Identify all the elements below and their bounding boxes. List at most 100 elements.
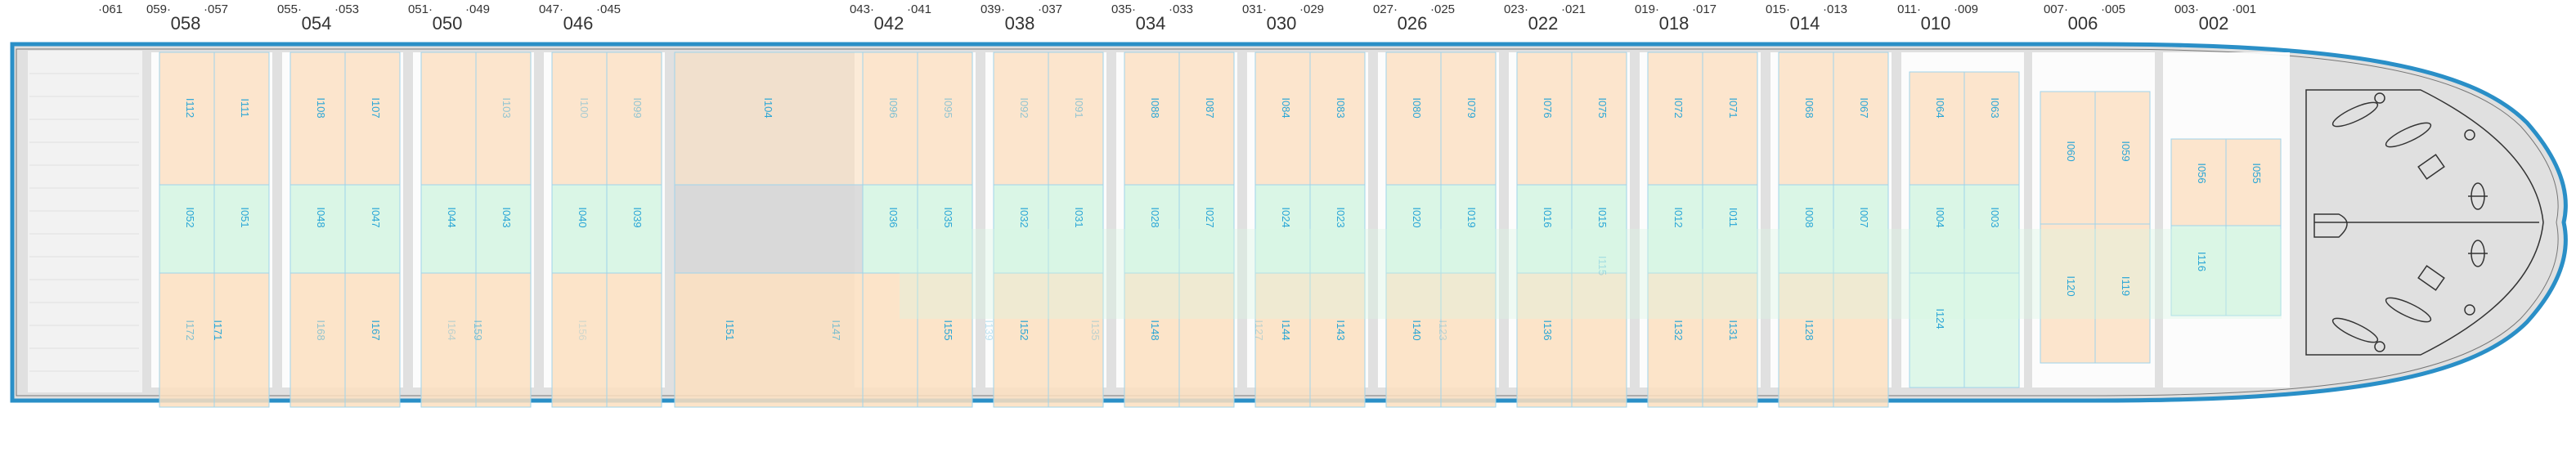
container-slot[interactable]: [1963, 272, 2020, 388]
container-slot[interactable]: [1571, 272, 1627, 408]
container-slot[interactable]: [1571, 52, 1627, 186]
container-slot[interactable]: [1778, 52, 1834, 186]
container-slot[interactable]: [1254, 184, 1311, 274]
slot-label: I028: [1149, 207, 1161, 227]
container-slot[interactable]: [213, 52, 270, 186]
bay-number-even: 022: [1528, 13, 1559, 34]
bay-number-odd: 027·: [1373, 2, 1398, 16]
container-slot[interactable]: [1385, 52, 1442, 186]
container-slot[interactable]: [993, 272, 1049, 408]
container-slot[interactable]: [159, 184, 215, 274]
slot-label: I124: [1934, 308, 1946, 329]
container-slot[interactable]: [862, 272, 918, 408]
container-slot[interactable]: [674, 52, 864, 186]
container-slot[interactable]: [420, 184, 477, 274]
container-slot[interactable]: [289, 184, 346, 274]
container-slot[interactable]: [606, 52, 662, 186]
container-slot[interactable]: [344, 272, 401, 408]
container-slot[interactable]: [1124, 52, 1180, 186]
container-slot[interactable]: [213, 272, 270, 408]
slot-label: I159: [472, 320, 484, 340]
container-slot[interactable]: [1385, 184, 1442, 274]
container-slot[interactable]: [159, 272, 215, 408]
container-slot[interactable]: [1516, 52, 1573, 186]
container-slot[interactable]: [2094, 223, 2151, 364]
container-slot[interactable]: [1254, 272, 1311, 408]
container-slot[interactable]: [674, 184, 864, 274]
container-slot[interactable]: [1833, 52, 1889, 186]
slot-label: I055: [2251, 163, 2263, 183]
container-slot[interactable]: [993, 184, 1049, 274]
container-slot[interactable]: [475, 272, 532, 408]
container-slot[interactable]: [1048, 272, 1104, 408]
container-slot[interactable]: [1833, 184, 1889, 274]
container-slot[interactable]: [344, 184, 401, 274]
container-slot[interactable]: [1702, 52, 1758, 186]
container-slot[interactable]: [2170, 138, 2227, 226]
container-slot[interactable]: [1571, 184, 1627, 274]
container-slot[interactable]: [917, 52, 973, 186]
slot-label: I112: [184, 98, 196, 118]
container-slot[interactable]: [344, 52, 401, 186]
container-slot[interactable]: [917, 184, 973, 274]
container-slot[interactable]: [1702, 272, 1758, 408]
container-slot[interactable]: [1963, 184, 2020, 274]
container-slot[interactable]: [2225, 225, 2282, 316]
container-slot[interactable]: [159, 52, 215, 186]
container-slot[interactable]: [475, 184, 532, 274]
container-slot[interactable]: [2225, 138, 2282, 226]
container-slot[interactable]: [1647, 272, 1703, 408]
container-slot[interactable]: [862, 52, 918, 186]
container-slot[interactable]: [1516, 272, 1573, 408]
container-slot[interactable]: [1963, 71, 2020, 186]
container-slot[interactable]: [993, 52, 1049, 186]
container-slot[interactable]: [289, 52, 346, 186]
container-slot[interactable]: [862, 184, 918, 274]
bay-number-even: 050: [433, 13, 463, 34]
container-slot[interactable]: [917, 272, 973, 408]
container-slot[interactable]: [1440, 272, 1497, 408]
bay-number-odd: 055·: [277, 2, 302, 16]
container-slot[interactable]: [420, 272, 477, 408]
container-slot[interactable]: [289, 272, 346, 408]
container-slot[interactable]: [1385, 272, 1442, 408]
container-slot[interactable]: [1309, 52, 1366, 186]
container-slot[interactable]: [2040, 223, 2096, 364]
bay-number-061: ·061: [98, 2, 123, 16]
slot-label: I171: [212, 320, 224, 340]
container-slot[interactable]: [1254, 52, 1311, 186]
container-slot[interactable]: [551, 272, 608, 408]
container-slot[interactable]: [1909, 71, 1965, 186]
container-slot[interactable]: [2094, 91, 2151, 225]
bay-number-odd: 019·: [1635, 2, 1659, 16]
container-slot[interactable]: [1647, 52, 1703, 186]
container-slot[interactable]: [475, 52, 532, 186]
container-slot[interactable]: [420, 52, 477, 186]
container-slot[interactable]: [1178, 52, 1235, 186]
container-slot[interactable]: [1440, 184, 1497, 274]
container-slot[interactable]: [1178, 272, 1235, 408]
container-slot[interactable]: [213, 184, 270, 274]
container-slot[interactable]: [606, 184, 662, 274]
container-slot[interactable]: [1778, 184, 1834, 274]
container-slot[interactable]: [1048, 184, 1104, 274]
container-slot[interactable]: [1516, 184, 1573, 274]
container-slot[interactable]: [1440, 52, 1497, 186]
container-slot[interactable]: [1702, 184, 1758, 274]
container-slot[interactable]: [1909, 184, 1965, 274]
container-slot[interactable]: [1778, 272, 1834, 408]
container-slot[interactable]: [1309, 272, 1366, 408]
container-slot[interactable]: [606, 272, 662, 408]
container-slot[interactable]: [1833, 272, 1889, 408]
slot-label: I076: [1542, 97, 1554, 118]
slot-label: I172: [184, 320, 196, 340]
container-slot[interactable]: [1124, 184, 1180, 274]
container-slot[interactable]: [551, 184, 608, 274]
slot-label: I044: [446, 207, 458, 227]
container-slot[interactable]: [551, 52, 608, 186]
slot-label: I099: [631, 97, 644, 118]
container-slot[interactable]: [1048, 52, 1104, 186]
container-slot[interactable]: [1647, 184, 1703, 274]
container-slot[interactable]: [674, 272, 864, 408]
